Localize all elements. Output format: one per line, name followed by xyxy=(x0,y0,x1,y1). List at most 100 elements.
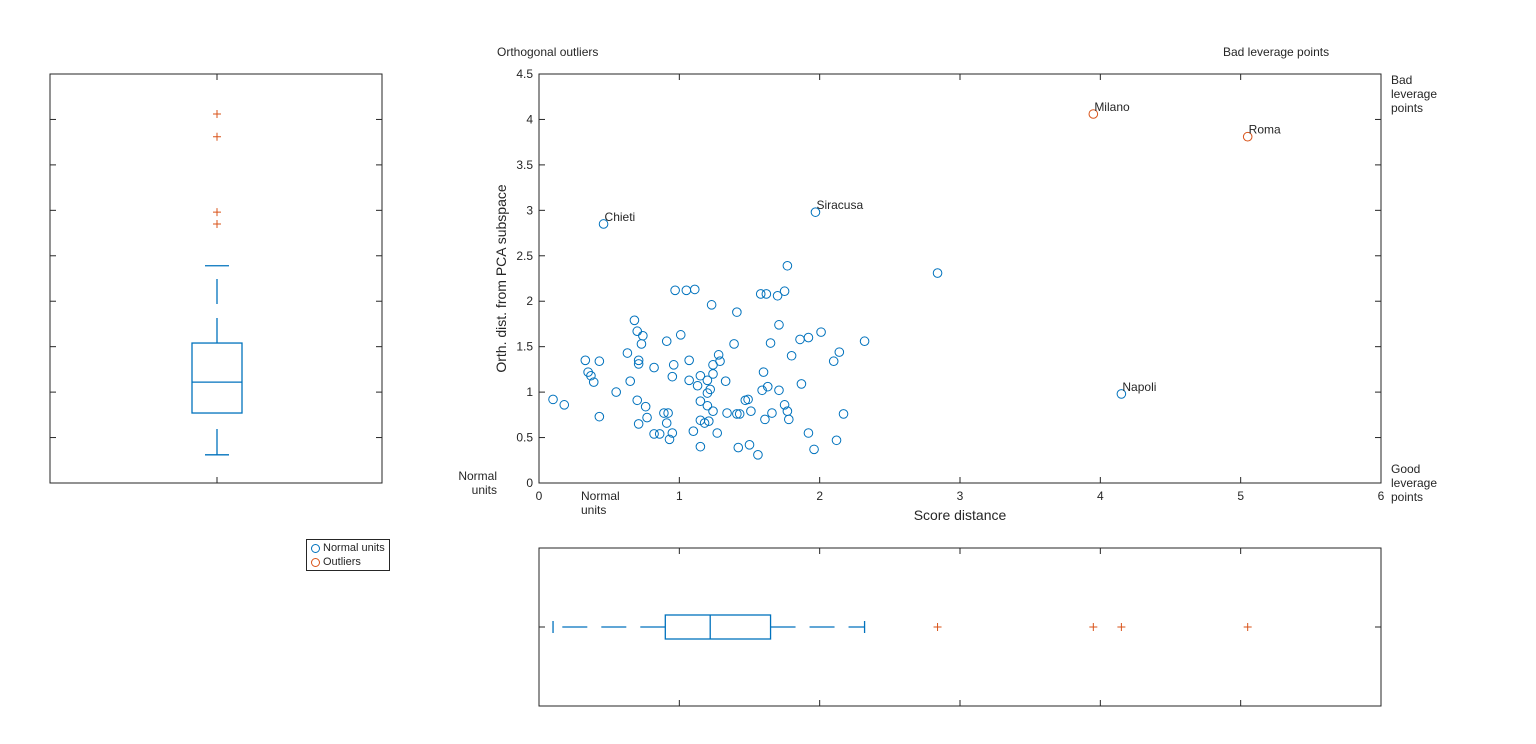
x-tick-label: 1 xyxy=(676,489,683,503)
data-point xyxy=(640,401,651,412)
y-tick-label: 1.5 xyxy=(516,340,533,354)
x-tick-label: 5 xyxy=(1237,489,1244,503)
x-tick-label: 3 xyxy=(957,489,964,503)
data-point xyxy=(729,339,739,349)
x-axis-label: Score distance xyxy=(914,507,1007,523)
label-line: leverage xyxy=(1391,87,1437,101)
data-point xyxy=(803,428,814,438)
data-point xyxy=(708,406,718,416)
data-point xyxy=(712,428,723,438)
data-point xyxy=(774,385,784,396)
data-point xyxy=(809,444,819,455)
data-point xyxy=(705,384,716,395)
data-point xyxy=(720,376,731,387)
outlier-marker xyxy=(1243,623,1252,631)
data-point xyxy=(704,416,714,426)
data-point xyxy=(649,362,659,373)
circle-marker-icon xyxy=(311,557,320,567)
data-point xyxy=(688,426,699,436)
data-point xyxy=(734,409,745,419)
y-tick-label: 2 xyxy=(526,294,533,308)
label-line: Bad xyxy=(1391,73,1412,87)
data-point xyxy=(838,409,849,419)
data-point xyxy=(633,359,644,369)
legend-label: Outliers xyxy=(323,556,361,568)
data-point xyxy=(767,408,777,418)
data-point xyxy=(859,336,870,347)
data-point xyxy=(667,428,678,438)
data-point xyxy=(633,355,644,366)
data-point xyxy=(695,441,706,452)
point-label: Milano xyxy=(1094,100,1130,114)
data-point xyxy=(629,315,640,326)
data-point xyxy=(668,360,679,370)
y-axis-label: Orth. dist. from PCA subspace xyxy=(493,184,509,373)
data-point xyxy=(659,408,669,418)
data-point xyxy=(755,289,766,299)
point-label: Napoli xyxy=(1122,380,1156,394)
data-point xyxy=(816,327,826,337)
box xyxy=(191,342,243,414)
y-tick-label: 3.5 xyxy=(516,158,533,172)
data-point xyxy=(611,387,621,397)
y-tick-label: 1 xyxy=(526,385,533,399)
data-point xyxy=(684,355,694,366)
region-label-normal-units-bottom: Normal units xyxy=(581,489,620,517)
data-point xyxy=(702,400,713,411)
data-point xyxy=(733,442,744,453)
data-point xyxy=(831,435,842,446)
data-point xyxy=(632,395,643,406)
data-point xyxy=(675,330,686,340)
boxplot-frame xyxy=(49,73,383,484)
point-label: Roma xyxy=(1249,123,1281,137)
data-point xyxy=(713,350,724,360)
point-label: Siracusa xyxy=(816,198,863,212)
data-point xyxy=(828,356,839,367)
outlier-marker xyxy=(213,208,221,217)
scatter-plot: 0 1 2 3 4 5 6 0 0.5 1 1.5 2 2.5 3 3.5 4 4.5 Score distanc… xyxy=(458,45,1437,523)
horizontal-boxplot xyxy=(538,547,1382,707)
region-label-normal-units-left: Normal units xyxy=(458,469,497,497)
region-label-orthogonal-outliers: Orthogonal outliers xyxy=(497,45,598,59)
data-point xyxy=(594,411,605,422)
data-point xyxy=(746,406,756,416)
label-line: points xyxy=(1391,101,1423,115)
data-point xyxy=(681,285,692,296)
data-point xyxy=(834,347,845,357)
data-point-milano xyxy=(1088,109,1099,119)
outlier-marker xyxy=(213,219,221,228)
data-point xyxy=(760,414,770,425)
outlier-marker xyxy=(933,623,942,631)
label-line: Normal xyxy=(581,489,620,503)
data-point xyxy=(586,370,596,381)
data-point xyxy=(654,429,665,439)
y-tick-label: 0 xyxy=(526,476,533,490)
data-point xyxy=(758,367,769,377)
data-point-napoli xyxy=(1116,389,1127,399)
data-point xyxy=(642,412,652,423)
legend: Normal units Outliers xyxy=(306,539,390,571)
x-tick-label: 0 xyxy=(536,489,543,503)
data-point xyxy=(559,400,570,410)
data-point xyxy=(588,377,599,387)
label-line: Good xyxy=(1391,462,1420,476)
point-label: Chieti xyxy=(605,210,636,224)
data-point xyxy=(779,286,790,297)
data-point xyxy=(772,290,783,301)
data-point xyxy=(695,396,706,407)
data-point xyxy=(699,418,710,428)
data-point xyxy=(580,355,591,366)
data-point xyxy=(803,332,814,343)
data-point xyxy=(663,408,673,418)
data-point xyxy=(633,419,644,429)
legend-item-outliers: Outliers xyxy=(311,555,385,569)
label-line: points xyxy=(1391,490,1423,504)
legend-label: Normal units xyxy=(323,542,385,554)
data-point xyxy=(782,260,793,271)
region-label-bad-leverage-top: Bad leverage points xyxy=(1223,45,1329,59)
data-point xyxy=(715,356,725,367)
data-point xyxy=(649,429,659,439)
label-line: units xyxy=(472,483,497,497)
data-point xyxy=(661,336,672,347)
